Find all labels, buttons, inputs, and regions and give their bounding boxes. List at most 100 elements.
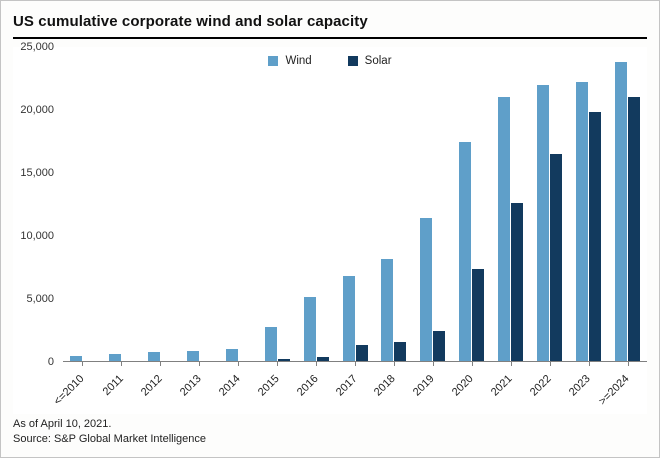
bar-group: [413, 47, 452, 361]
x-tick-mark: [160, 362, 162, 366]
x-tick-mark: [549, 362, 551, 366]
x-tick-label: 2021: [489, 372, 516, 399]
bar-group: [530, 47, 569, 361]
bar-group: [569, 47, 608, 361]
bar-wind: [147, 352, 160, 361]
x-tick: 2017: [333, 362, 375, 414]
chart-footer: As of April 10, 2021. Source: S&P Global…: [13, 417, 647, 447]
x-tick-label: 2013: [177, 372, 204, 399]
bar-wind: [459, 142, 472, 361]
y-axis: 0 5,000 10,000 15,000 20,000 25,000: [13, 41, 63, 368]
bar-group: [297, 47, 336, 361]
x-axis: <=2010 2011 2012 2013 2014 2015 2016 2017 2018 20…: [13, 362, 647, 414]
x-tick-mark: [627, 362, 629, 366]
x-tick-label: 2019: [411, 372, 438, 399]
x-tick-label: 2017: [333, 372, 360, 399]
x-tick-label: 2023: [567, 372, 593, 399]
source-text: Source: S&P Global Market Intelligence: [13, 432, 207, 445]
bar-solar: [277, 359, 290, 361]
x-tick-mark: [432, 362, 434, 366]
bar-solar: [355, 344, 368, 361]
bar-group: [141, 47, 180, 361]
bar-wind: [381, 259, 394, 361]
x-tick-mark: [121, 362, 123, 366]
plot-row: 0 5,000 10,000 15,000 20,000 25,000: [13, 41, 647, 368]
chart-legend: Wind Solar: [13, 55, 647, 67]
bar-solar: [394, 341, 407, 361]
x-tick-mark: [82, 362, 84, 366]
x-tick-label: 2016: [294, 372, 321, 399]
title-divider: [13, 37, 647, 39]
y-tick-label: 0: [47, 356, 54, 368]
bar-group: [375, 47, 414, 361]
x-tick: 2014: [216, 362, 258, 414]
bar-wind: [342, 275, 355, 361]
x-axis-labels: <=2010 2011 2012 2013 2014 2015 2016 2017 2018 20…: [52, 362, 647, 414]
plot-area: [63, 47, 647, 362]
bar-solar: [433, 330, 446, 361]
bar-wind: [225, 349, 238, 361]
bar-solar: [511, 202, 524, 361]
legend-swatch-wind: [268, 56, 279, 66]
bar-wind: [576, 82, 589, 361]
x-tick: 2013: [177, 362, 219, 414]
x-tick-mark: [277, 362, 279, 366]
bar-group: [258, 47, 297, 361]
x-tick-label: 2018: [372, 372, 399, 399]
x-tick-label: 2012: [138, 372, 165, 399]
x-tick: 2011: [100, 362, 141, 414]
x-tick: 2020: [450, 362, 491, 414]
x-tick: 2021: [489, 362, 530, 414]
bar-wind: [615, 62, 628, 361]
bar-solar: [589, 112, 602, 361]
bar-wind: [69, 355, 82, 361]
bar-wind: [303, 296, 316, 361]
legend-label: Solar: [364, 55, 392, 67]
bar-wind: [264, 327, 277, 361]
y-tick-label: 20,000: [20, 104, 54, 116]
y-axis-spacer: [13, 362, 63, 414]
bar-solar: [628, 97, 641, 361]
x-tick: 2012: [138, 362, 180, 414]
bar-group: [180, 47, 219, 361]
x-tick: 2023: [567, 362, 608, 414]
as-of-text: As of April 10, 2021.: [13, 418, 112, 430]
legend-swatch-solar: [347, 56, 358, 66]
bar-group: [608, 47, 647, 361]
x-tick-mark: [199, 362, 201, 366]
legend-item-solar: Solar: [347, 55, 392, 67]
bar-group: [491, 47, 530, 361]
bar-solar: [550, 153, 563, 361]
x-tick-mark: [393, 362, 395, 366]
legend-item-wind: Wind: [268, 55, 312, 67]
legend-label: Wind: [285, 55, 312, 67]
x-tick-mark: [316, 362, 318, 366]
y-tick-label: 10,000: [20, 230, 54, 242]
x-tick: 2016: [294, 362, 336, 414]
bar-group: [219, 47, 258, 361]
x-tick-label: 2014: [216, 372, 243, 399]
x-tick-label: 2022: [528, 372, 554, 399]
x-tick-mark: [355, 362, 357, 366]
x-tick-mark: [238, 362, 240, 366]
chart-title: US cumulative corporate wind and solar c…: [13, 13, 368, 30]
bar-solar: [472, 269, 485, 361]
x-tick: <=2010: [52, 362, 102, 414]
bar-wind: [498, 97, 511, 361]
bar-solar: [316, 356, 329, 361]
x-tick-label: 2011: [100, 372, 126, 398]
x-tick: 2018: [372, 362, 414, 414]
x-tick-label: 2020: [450, 372, 477, 399]
y-tick-label: 15,000: [20, 167, 54, 179]
bar-wind: [537, 84, 550, 361]
bar-group: [102, 47, 141, 361]
y-tick-label: 25,000: [20, 41, 54, 53]
x-tick-mark: [510, 362, 512, 366]
x-tick-mark: [471, 362, 473, 366]
bar-group: [452, 47, 491, 361]
x-tick: >=2024: [597, 362, 647, 414]
bar-group: [336, 47, 375, 361]
bar-wind: [186, 350, 199, 361]
x-tick: 2015: [256, 362, 297, 414]
